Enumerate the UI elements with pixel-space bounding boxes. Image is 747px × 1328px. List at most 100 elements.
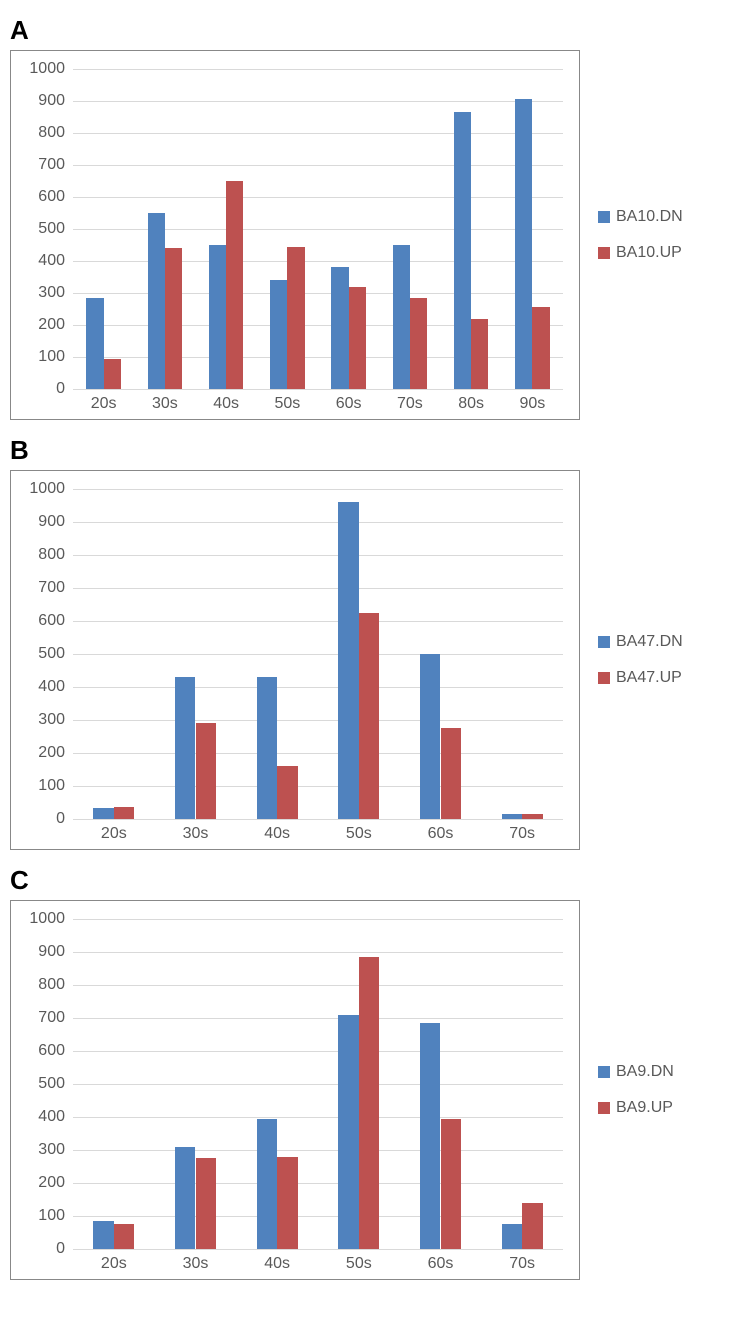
xtick-label: 60s xyxy=(428,825,454,843)
chart-box: 0100200300400500600700800900100020s30s40… xyxy=(10,900,580,1280)
ytick-label: 900 xyxy=(13,513,65,531)
legend-label: BA47.DN xyxy=(616,633,683,651)
legend-label: BA9.UP xyxy=(616,1099,673,1117)
legend: BA47.DN BA47.UP xyxy=(598,633,683,687)
bar xyxy=(226,181,243,389)
bar xyxy=(522,814,542,819)
xtick-label: 60s xyxy=(428,1255,454,1273)
ytick-label: 400 xyxy=(13,1108,65,1126)
bar xyxy=(338,1015,358,1249)
legend-label: BA10.DN xyxy=(616,208,683,226)
ytick-label: 900 xyxy=(13,92,65,110)
ytick-label: 0 xyxy=(13,380,65,398)
plot-area: 0100200300400500600700800900100020s30s40… xyxy=(73,489,563,819)
bar xyxy=(441,728,461,819)
bar xyxy=(114,1224,134,1249)
legend-item: BA9.UP xyxy=(598,1099,674,1117)
bar xyxy=(420,1023,440,1249)
gridline xyxy=(73,952,563,953)
ytick-label: 600 xyxy=(13,188,65,206)
panel-label: B xyxy=(10,435,747,466)
legend-item: BA47.DN xyxy=(598,633,683,651)
gridline xyxy=(73,1117,563,1118)
ytick-label: 0 xyxy=(13,1240,65,1258)
bar xyxy=(114,807,134,819)
xtick-label: 90s xyxy=(519,395,545,413)
ytick-label: 300 xyxy=(13,284,65,302)
ytick-label: 100 xyxy=(13,1207,65,1225)
gridline xyxy=(73,621,563,622)
ytick-label: 700 xyxy=(13,1009,65,1027)
gridline xyxy=(73,819,563,820)
bar xyxy=(393,245,410,389)
chart-panel: B 0100200300400500600700800900100020s30s4… xyxy=(10,435,747,850)
ytick-label: 600 xyxy=(13,612,65,630)
gridline xyxy=(73,555,563,556)
ytick-label: 200 xyxy=(13,316,65,334)
ytick-label: 200 xyxy=(13,1174,65,1192)
gridline xyxy=(73,1018,563,1019)
ytick-label: 0 xyxy=(13,810,65,828)
plot-area: 0100200300400500600700800900100020s30s40… xyxy=(73,69,563,389)
gridline xyxy=(73,229,563,230)
ytick-label: 1000 xyxy=(13,910,65,928)
xtick-label: 20s xyxy=(91,395,117,413)
ytick-label: 300 xyxy=(13,1141,65,1159)
legend-label: BA9.DN xyxy=(616,1063,674,1081)
bar xyxy=(522,1203,542,1249)
bar xyxy=(410,298,427,389)
gridline xyxy=(73,720,563,721)
bar xyxy=(175,677,195,819)
xtick-label: 30s xyxy=(183,1255,209,1273)
gridline xyxy=(73,522,563,523)
chart-box: 0100200300400500600700800900100020s30s40… xyxy=(10,50,580,420)
chart-row: 0100200300400500600700800900100020s30s40… xyxy=(10,470,747,850)
gridline xyxy=(73,165,563,166)
gridline xyxy=(73,1084,563,1085)
ytick-label: 700 xyxy=(13,156,65,174)
legend-item: BA9.DN xyxy=(598,1063,674,1081)
ytick-label: 800 xyxy=(13,976,65,994)
gridline xyxy=(73,325,563,326)
ytick-label: 400 xyxy=(13,252,65,270)
xtick-label: 70s xyxy=(397,395,423,413)
ytick-label: 1000 xyxy=(13,60,65,78)
gridline xyxy=(73,1249,563,1250)
xtick-label: 20s xyxy=(101,825,127,843)
gridline xyxy=(73,687,563,688)
legend-item: BA47.UP xyxy=(598,669,683,687)
bar xyxy=(257,677,277,819)
gridline xyxy=(73,293,563,294)
legend-swatch xyxy=(598,1102,610,1114)
ytick-label: 500 xyxy=(13,645,65,663)
chart-row: 0100200300400500600700800900100020s30s40… xyxy=(10,50,747,420)
plot-area: 0100200300400500600700800900100020s30s40… xyxy=(73,919,563,1249)
gridline xyxy=(73,197,563,198)
gridline xyxy=(73,133,563,134)
xtick-label: 30s xyxy=(152,395,178,413)
ytick-label: 800 xyxy=(13,546,65,564)
bar xyxy=(175,1147,195,1249)
legend-item: BA10.DN xyxy=(598,208,683,226)
bar xyxy=(270,280,287,389)
gridline xyxy=(73,1183,563,1184)
gridline xyxy=(73,588,563,589)
figure-root: A0100200300400500600700800900100020s30s4… xyxy=(0,0,747,1315)
ytick-label: 800 xyxy=(13,124,65,142)
xtick-label: 70s xyxy=(509,825,535,843)
ytick-label: 500 xyxy=(13,220,65,238)
ytick-label: 1000 xyxy=(13,480,65,498)
ytick-label: 700 xyxy=(13,579,65,597)
ytick-label: 200 xyxy=(13,744,65,762)
legend-label: BA47.UP xyxy=(616,669,682,687)
gridline xyxy=(73,101,563,102)
bar xyxy=(420,654,440,819)
bar xyxy=(93,1221,113,1249)
xtick-label: 50s xyxy=(346,825,372,843)
bar xyxy=(515,99,532,389)
chart-row: 0100200300400500600700800900100020s30s40… xyxy=(10,900,747,1280)
bar xyxy=(338,502,358,819)
bar xyxy=(359,613,379,819)
chart-box: 0100200300400500600700800900100020s30s40… xyxy=(10,470,580,850)
ytick-label: 400 xyxy=(13,678,65,696)
